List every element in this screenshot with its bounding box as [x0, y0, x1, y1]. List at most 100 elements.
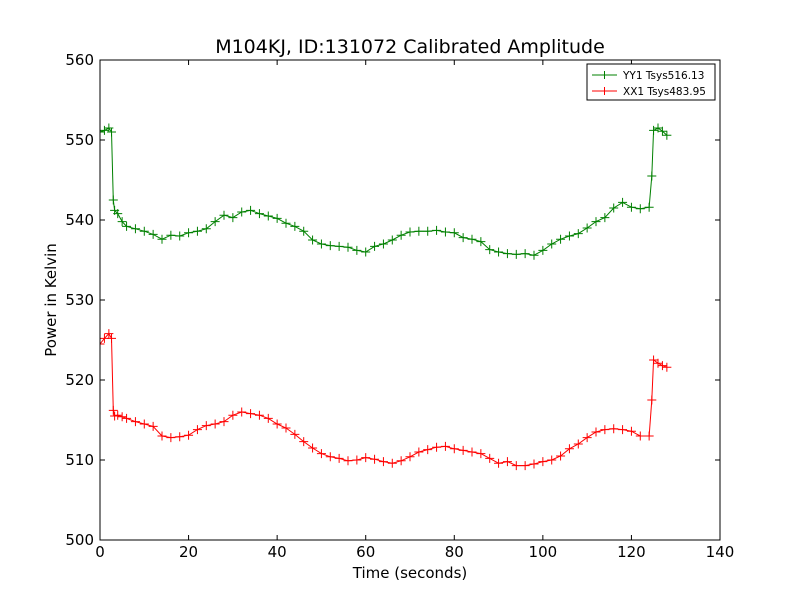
data-point	[246, 409, 256, 419]
x-tick-label: 60	[356, 543, 375, 561]
data-point	[647, 395, 657, 405]
data-point	[228, 213, 238, 223]
x-tick-label: 20	[179, 543, 198, 561]
data-point	[122, 413, 132, 423]
data-point	[316, 449, 326, 459]
x-tick-label: 80	[445, 543, 464, 561]
data-point	[148, 229, 158, 239]
y-tick-label: 500	[65, 531, 94, 549]
y-tick-label: 520	[65, 371, 94, 389]
data-point	[334, 453, 344, 463]
data-point	[157, 234, 167, 244]
data-point	[582, 433, 592, 443]
data-point	[184, 430, 194, 440]
data-point	[290, 429, 300, 439]
data-point	[635, 431, 645, 441]
data-point	[117, 412, 127, 422]
data-point	[529, 250, 539, 260]
data-point	[378, 239, 388, 249]
data-point	[122, 221, 132, 231]
data-point	[100, 339, 105, 349]
data-point	[334, 241, 344, 251]
data-point	[108, 405, 118, 415]
data-point	[547, 455, 557, 465]
data-point	[107, 127, 117, 137]
data-point	[192, 425, 202, 435]
data-point	[467, 234, 477, 244]
data-point	[494, 247, 504, 257]
data-point	[107, 333, 117, 343]
data-point	[108, 195, 118, 205]
data-point	[538, 245, 548, 255]
data-point	[166, 230, 176, 240]
data-point	[556, 451, 566, 461]
data-point	[405, 452, 415, 462]
x-tick-label: 0	[95, 543, 105, 561]
data-point	[299, 226, 309, 236]
data-point	[299, 437, 309, 447]
data-point	[325, 452, 335, 462]
data-point	[308, 235, 318, 245]
data-point	[343, 242, 353, 252]
data-point	[290, 221, 300, 231]
y-axis-label: Power in Kelvin	[42, 243, 60, 357]
data-point	[254, 410, 264, 420]
data-point	[210, 217, 220, 227]
data-point	[657, 126, 667, 136]
data-point	[635, 204, 645, 214]
data-point	[657, 361, 667, 371]
x-tick-label: 140	[706, 543, 735, 561]
data-point	[263, 211, 273, 221]
data-point	[609, 424, 619, 434]
y-tick-label: 510	[65, 451, 94, 469]
data-point	[343, 456, 353, 466]
data-point	[529, 459, 539, 469]
legend: YY1 Tsys516.13 XX1 Tsys483.95	[586, 63, 716, 101]
data-point	[387, 235, 397, 245]
data-point	[184, 228, 194, 238]
data-point	[405, 227, 415, 237]
data-point	[117, 217, 127, 227]
data-point	[272, 213, 282, 223]
data-point	[440, 227, 450, 237]
axes: 0 20 40 60 80 100 120 140 500 510 520 530 540 550 560	[65, 51, 734, 561]
data-point	[618, 425, 628, 435]
series-2	[100, 329, 672, 471]
legend-box	[586, 63, 716, 101]
data-point	[511, 461, 521, 471]
data-point	[423, 226, 433, 236]
data-point	[520, 461, 530, 471]
data-point	[237, 407, 247, 417]
data-point	[662, 130, 672, 140]
data-point	[210, 419, 220, 429]
data-point	[157, 431, 167, 441]
data-point	[582, 223, 592, 233]
data-point	[600, 213, 610, 223]
data-point	[649, 125, 659, 135]
data-point	[113, 209, 123, 219]
data-point	[502, 249, 512, 259]
data-point	[494, 458, 504, 468]
data-point	[449, 444, 459, 454]
data-point	[449, 228, 459, 238]
y-tick-label: 550	[65, 131, 94, 149]
data-point	[573, 229, 583, 239]
data-point	[139, 419, 149, 429]
data-point	[228, 410, 238, 420]
y-tick-label: 540	[65, 211, 94, 229]
data-point	[547, 239, 557, 249]
data-point	[618, 197, 628, 207]
data-point	[653, 358, 663, 368]
x-tick-label: 100	[529, 543, 558, 561]
data-point	[396, 456, 406, 466]
x-tick-label: 40	[268, 543, 287, 561]
data-point	[175, 432, 185, 442]
x-tick-label: 120	[617, 543, 646, 561]
data-point	[104, 329, 114, 339]
data-point	[556, 234, 566, 244]
data-point	[201, 421, 211, 431]
data-point	[325, 241, 335, 251]
data-point	[458, 445, 468, 455]
data-point	[485, 245, 495, 255]
